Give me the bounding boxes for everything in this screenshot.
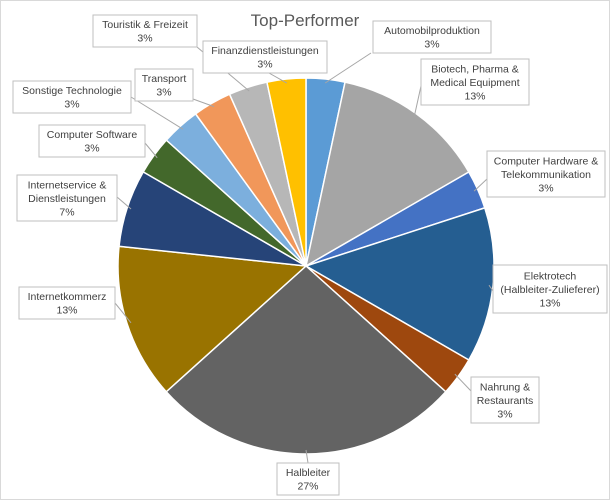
slice-percent: 27% xyxy=(297,481,318,493)
slice-label-12: Touristik & Freizeit 3% xyxy=(92,14,198,48)
label-box xyxy=(372,20,492,54)
slice-category: Telekommunikation xyxy=(501,169,591,181)
pie-slice-2 xyxy=(304,81,470,268)
leader-line-5 xyxy=(454,373,472,392)
label-box xyxy=(18,286,116,320)
leader-line-11 xyxy=(192,98,215,108)
slice-percent: 13% xyxy=(539,297,560,309)
slice-category: Automobilproduktion xyxy=(384,25,480,37)
label-box xyxy=(38,124,146,158)
slice-label-9: Computer Software 3% xyxy=(38,124,146,158)
label-box xyxy=(134,68,194,102)
pie-slice-7 xyxy=(117,245,308,393)
slice-percent: 7% xyxy=(59,206,74,218)
leader-line-9 xyxy=(144,142,158,159)
slice-category: Dienstleistungen xyxy=(28,193,106,205)
slice-category: Nahrung & xyxy=(480,381,530,393)
label-box xyxy=(420,58,530,106)
slice-category: Elektrotech xyxy=(524,270,577,282)
slice-category: (Halbleiter-Zulieferer) xyxy=(500,284,599,296)
leader-line-10 xyxy=(130,96,184,130)
slice-percent: 3% xyxy=(538,182,553,194)
slice-label-6: Halbleiter 27% xyxy=(276,462,340,496)
slice-label-4: Elektrotech (Halbleiter-Zulieferer)13% xyxy=(492,264,608,314)
slice-label-7: Internetkommerz 13% xyxy=(18,286,116,320)
leader-line-4 xyxy=(488,284,494,292)
chart-title: Top-Performer xyxy=(250,11,360,30)
leader-line-2 xyxy=(413,85,422,118)
slice-category: Biotech, Pharma & xyxy=(431,63,519,75)
slice-category: Internetkommerz xyxy=(28,291,107,303)
label-box xyxy=(12,80,132,114)
leader-line-7 xyxy=(114,302,132,324)
slice-label-1: Automobilproduktion 3% xyxy=(372,20,492,54)
leader-line-1 xyxy=(324,52,372,84)
leader-line-6 xyxy=(305,449,309,464)
slice-label-13: Finanzdienstleistungen 3% xyxy=(202,40,328,74)
slice-percent: 3% xyxy=(84,143,99,155)
pie-labels: Automobilproduktion 3% Biotech, Pharma & Me… xyxy=(12,14,608,496)
slice-category: Internetservice & xyxy=(28,179,107,191)
slice-percent: 3% xyxy=(137,33,152,45)
label-box xyxy=(486,150,606,198)
slice-category: Touristik & Freizeit xyxy=(102,19,188,31)
slice-category: Computer Hardware & xyxy=(494,155,598,167)
pie-slices xyxy=(117,77,495,455)
label-box xyxy=(492,264,608,314)
slice-label-11: Transport 3% xyxy=(134,68,194,102)
leader-line-8 xyxy=(116,196,132,210)
slice-percent: 3% xyxy=(156,87,171,99)
label-box xyxy=(276,462,340,496)
slice-percent: 3% xyxy=(257,59,272,71)
leader-line-13 xyxy=(268,72,288,84)
slice-category: Finanzdienstleistungen xyxy=(211,45,319,57)
slice-percent: 13% xyxy=(56,305,77,317)
label-box xyxy=(92,14,198,48)
label-box xyxy=(16,174,118,222)
pie-slice-13 xyxy=(266,77,307,267)
slice-percent: 3% xyxy=(497,408,512,420)
slice-category: Computer Software xyxy=(47,129,138,141)
slice-percent: 3% xyxy=(424,39,439,51)
label-box xyxy=(202,40,328,74)
slice-category: Restaurants xyxy=(477,395,534,407)
slice-category: Transport xyxy=(142,73,187,85)
slice-percent: 13% xyxy=(464,90,485,102)
label-box xyxy=(470,376,540,424)
slice-percent: 3% xyxy=(64,99,79,111)
leader-line-3 xyxy=(473,178,488,192)
slice-label-10: Sonstige Technologie 3% xyxy=(12,80,132,114)
slice-category: Sonstige Technologie xyxy=(22,85,122,97)
slice-category: Halbleiter xyxy=(286,467,331,479)
pie-slice-6 xyxy=(165,264,447,455)
slice-category: Medical Equipment xyxy=(430,77,519,89)
